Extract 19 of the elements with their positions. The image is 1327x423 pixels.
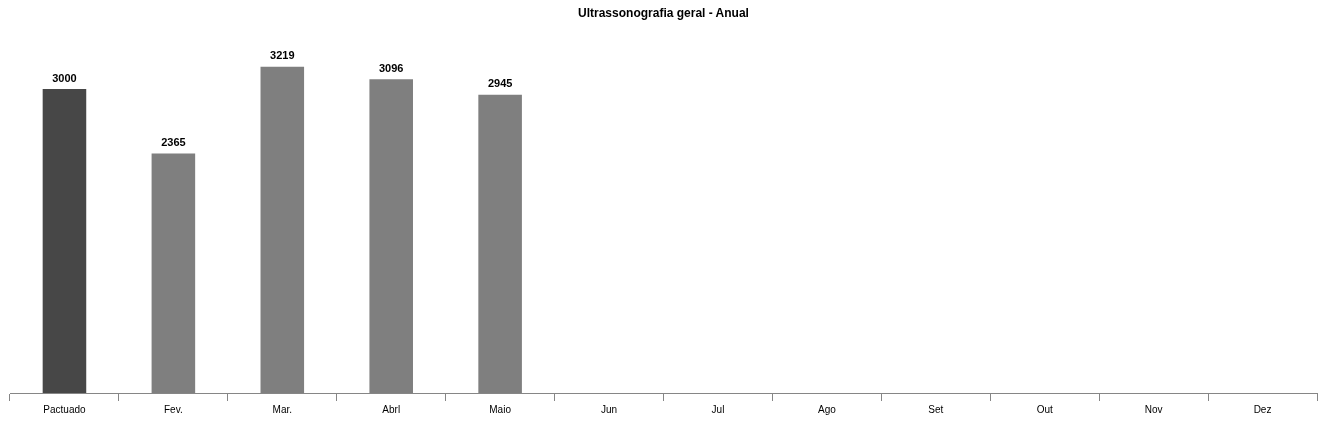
x-tick-label: Ago — [817, 403, 837, 415]
bar — [42, 89, 87, 393]
data-label: 2945 — [487, 77, 513, 90]
x-tick-label: Nov — [1144, 403, 1163, 415]
data-label: 3219 — [270, 49, 295, 62]
data-label: 3096 — [378, 61, 404, 74]
x-tick-label: Fev. — [164, 403, 183, 415]
x-tick-label: Dez — [1253, 403, 1272, 415]
data-label: 2365 — [161, 135, 186, 148]
x-tick-label: Jul — [711, 403, 725, 415]
x-tick-label: Abrl — [382, 403, 401, 415]
data-label: 3000 — [52, 71, 77, 84]
x-tick-label: Mar. — [272, 403, 293, 415]
x-tick-label: Maio — [489, 403, 512, 415]
x-tick-label: Set — [928, 403, 944, 415]
x-tick-label: Pactuado — [43, 403, 87, 415]
chart-title: Ultrassonografia geral - Anual — [578, 5, 749, 20]
x-tick-label: Jun — [600, 403, 618, 415]
x-tick-label: Out — [1036, 403, 1053, 415]
